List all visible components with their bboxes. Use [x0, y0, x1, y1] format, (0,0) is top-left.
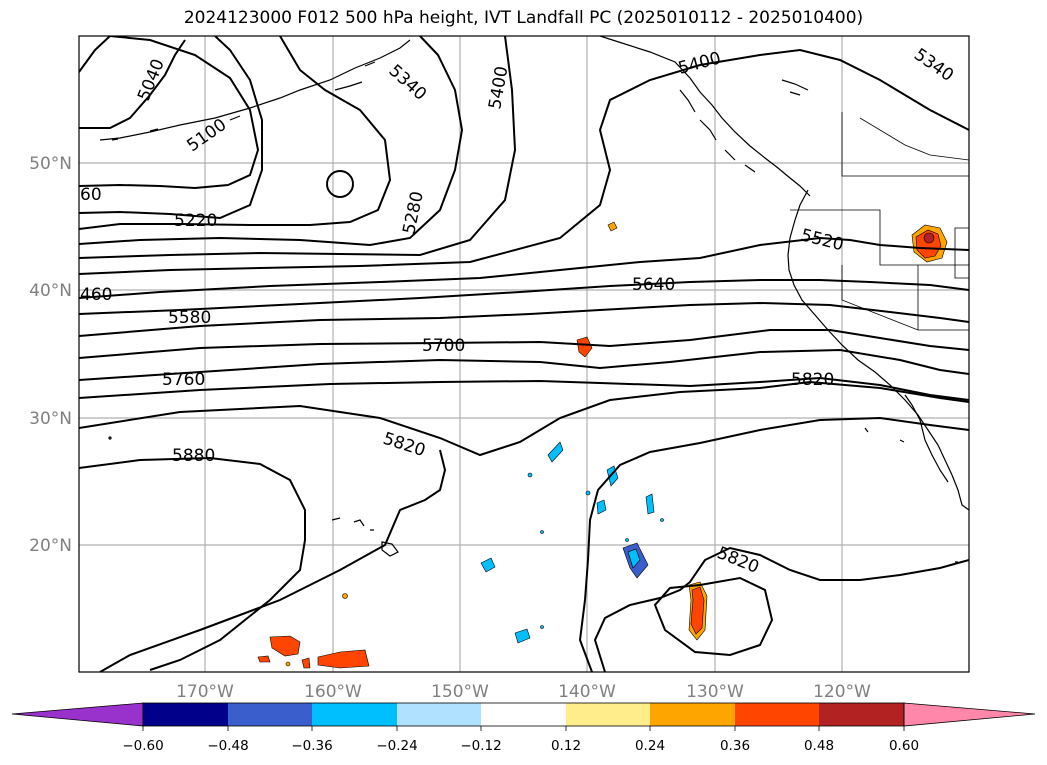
map-area [79, 36, 969, 672]
latitude-labels: 50°N 40°N 30°N 20°N [29, 154, 72, 556]
lon-label: 140°W [558, 682, 616, 702]
coastlines [99, 36, 969, 563]
colorbar-tick-label: −0.60 [122, 738, 163, 754]
colorbar-segment [143, 703, 228, 726]
height-contours [79, 36, 969, 672]
colorbar-tick-label: 0.12 [551, 738, 581, 754]
longitude-labels: 170°W 160°W 150°W 140°W 130°W 120°W [176, 682, 871, 702]
lat-label: 30°N [29, 409, 72, 429]
lon-label: 130°W [686, 682, 744, 702]
colorbar-extend-min [11, 702, 144, 727]
lon-label: 160°W [304, 682, 362, 702]
lon-label: 120°W [813, 682, 871, 702]
map-frame [78, 35, 970, 673]
colorbar-segment [228, 703, 312, 726]
contour-label: 460 [80, 285, 112, 305]
colorbar: −0.60 −0.48 −0.36 −0.24 −0.12 0.12 0.24 … [11, 702, 1036, 754]
contour-label: 5220 [174, 211, 217, 231]
lat-label: 40°N [29, 281, 72, 301]
colorbar-tick-label: −0.12 [460, 738, 501, 754]
colorbar-extend-max [903, 702, 1036, 727]
colorbar-segment [312, 703, 397, 726]
contour-label: 60 [80, 185, 102, 205]
colorbar-segment [819, 703, 904, 726]
contour-label: 5820 [791, 370, 834, 390]
lon-label: 170°W [176, 682, 234, 702]
contour-label: 5760 [162, 370, 205, 390]
colorbar-segment [735, 703, 819, 726]
colorbar-tick-label: 0.36 [720, 738, 750, 754]
contour-label: 5640 [632, 275, 675, 295]
borders [790, 112, 969, 331]
contour-label: 5700 [422, 336, 465, 356]
colorbar-tick-label: 0.60 [889, 738, 919, 754]
colorbar-segment [566, 703, 650, 726]
colorbar-segment [650, 703, 735, 726]
colorbar-tick-label: 0.48 [804, 738, 834, 754]
colorbar-outline [142, 702, 905, 727]
lat-label: 50°N [29, 154, 72, 174]
colorbar-tick-label: −0.48 [207, 738, 248, 754]
contour-label: 5880 [172, 446, 215, 466]
colorbar-tick-label: −0.24 [376, 738, 417, 754]
figure-title: 2024123000 F012 500 hPa height, IVT Land… [183, 8, 864, 28]
lat-label: 20°N [29, 536, 72, 556]
contour-label: 5580 [168, 308, 211, 328]
colorbar-tick-label: −0.36 [291, 738, 332, 754]
lon-label: 150°W [431, 682, 489, 702]
colorbar-tick-label: 0.24 [635, 738, 665, 754]
ivt-positive-features [257, 221, 948, 669]
colorbar-segment [397, 703, 481, 726]
colorbar-segment [481, 703, 566, 726]
